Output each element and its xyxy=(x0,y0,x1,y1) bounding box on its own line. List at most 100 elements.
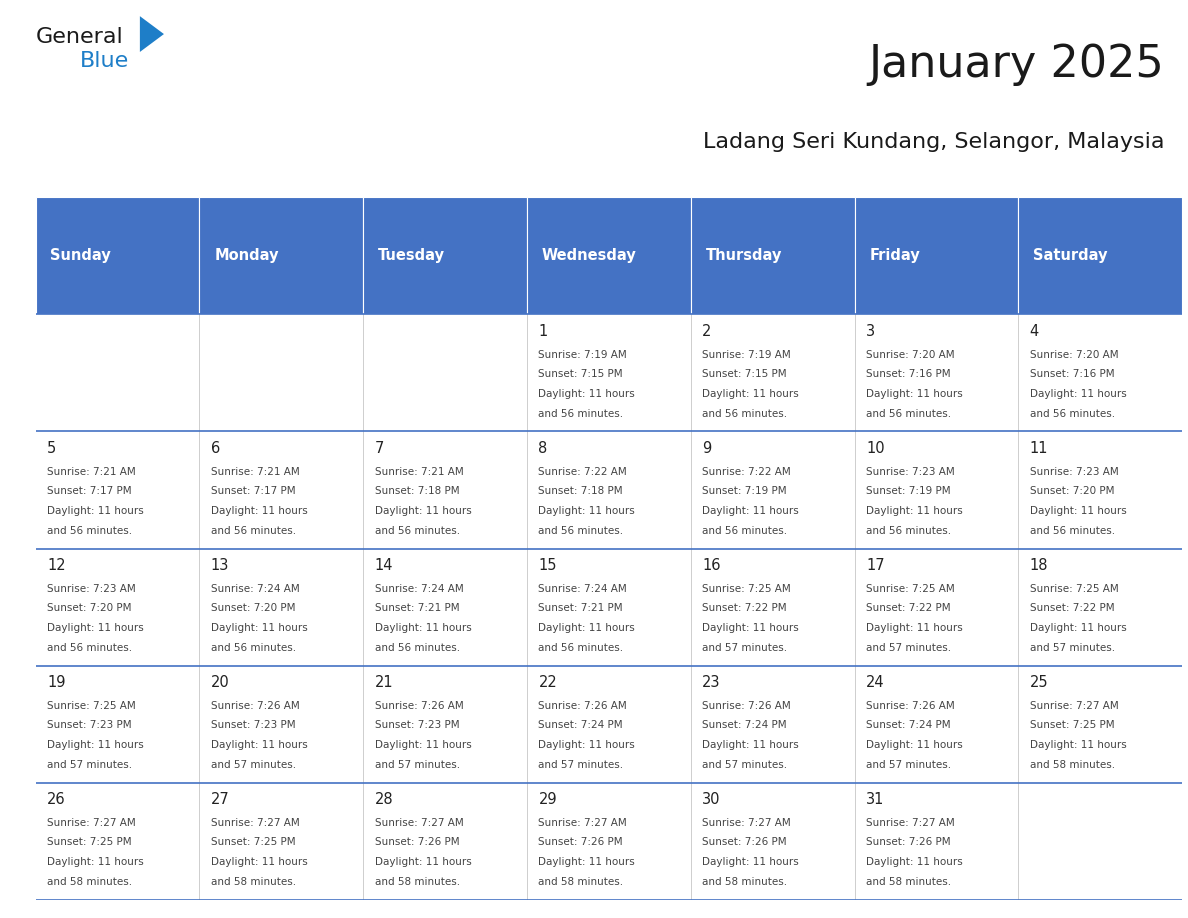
Text: 7: 7 xyxy=(374,441,384,456)
Text: Daylight: 11 hours: Daylight: 11 hours xyxy=(211,857,308,867)
Bar xyxy=(36,548,200,666)
Text: Sunset: 7:24 PM: Sunset: 7:24 PM xyxy=(866,721,950,731)
Text: and 58 minutes.: and 58 minutes. xyxy=(211,877,296,887)
Text: Sunset: 7:16 PM: Sunset: 7:16 PM xyxy=(866,369,950,379)
Text: 24: 24 xyxy=(866,675,885,690)
Text: 18: 18 xyxy=(1030,558,1048,573)
Text: Daylight: 11 hours: Daylight: 11 hours xyxy=(538,623,636,633)
Text: and 56 minutes.: and 56 minutes. xyxy=(538,643,624,653)
Text: 13: 13 xyxy=(211,558,229,573)
Bar xyxy=(36,782,200,900)
Text: Wednesday: Wednesday xyxy=(542,249,637,263)
Text: Sunset: 7:24 PM: Sunset: 7:24 PM xyxy=(702,721,786,731)
Text: 15: 15 xyxy=(538,558,557,573)
Text: Daylight: 11 hours: Daylight: 11 hours xyxy=(538,740,636,750)
Text: Daylight: 11 hours: Daylight: 11 hours xyxy=(866,389,962,398)
Text: Tuesday: Tuesday xyxy=(378,249,446,263)
Bar xyxy=(200,431,364,548)
Text: Sunrise: 7:26 AM: Sunrise: 7:26 AM xyxy=(702,700,791,711)
Text: and 56 minutes.: and 56 minutes. xyxy=(374,526,460,535)
Text: 11: 11 xyxy=(1030,441,1048,456)
Text: Sunset: 7:26 PM: Sunset: 7:26 PM xyxy=(374,837,460,847)
Text: Sunset: 7:26 PM: Sunset: 7:26 PM xyxy=(702,837,786,847)
Bar xyxy=(364,666,527,782)
Bar xyxy=(364,782,527,900)
Text: Sunset: 7:23 PM: Sunset: 7:23 PM xyxy=(211,721,296,731)
Bar xyxy=(854,782,1018,900)
Text: and 57 minutes.: and 57 minutes. xyxy=(866,643,952,653)
Text: Sunset: 7:20 PM: Sunset: 7:20 PM xyxy=(48,603,132,613)
Text: Sunrise: 7:21 AM: Sunrise: 7:21 AM xyxy=(211,466,299,476)
Text: Sunset: 7:15 PM: Sunset: 7:15 PM xyxy=(538,369,623,379)
Text: Sunrise: 7:27 AM: Sunrise: 7:27 AM xyxy=(374,818,463,828)
Text: and 57 minutes.: and 57 minutes. xyxy=(1030,643,1114,653)
Text: Daylight: 11 hours: Daylight: 11 hours xyxy=(1030,389,1126,398)
Text: Sunrise: 7:25 AM: Sunrise: 7:25 AM xyxy=(48,700,135,711)
Bar xyxy=(527,314,690,431)
Text: Sunset: 7:17 PM: Sunset: 7:17 PM xyxy=(48,487,132,497)
Bar xyxy=(200,666,364,782)
Text: Sunrise: 7:22 AM: Sunrise: 7:22 AM xyxy=(538,466,627,476)
Text: 29: 29 xyxy=(538,792,557,807)
Text: 30: 30 xyxy=(702,792,721,807)
Text: Daylight: 11 hours: Daylight: 11 hours xyxy=(211,740,308,750)
Text: Sunrise: 7:22 AM: Sunrise: 7:22 AM xyxy=(702,466,791,476)
Text: Daylight: 11 hours: Daylight: 11 hours xyxy=(1030,623,1126,633)
Bar xyxy=(36,431,200,548)
Text: and 57 minutes.: and 57 minutes. xyxy=(374,760,460,769)
Text: General: General xyxy=(36,28,124,47)
Bar xyxy=(364,314,527,431)
Text: Daylight: 11 hours: Daylight: 11 hours xyxy=(1030,506,1126,516)
Text: Sunset: 7:22 PM: Sunset: 7:22 PM xyxy=(702,603,786,613)
Text: 22: 22 xyxy=(538,675,557,690)
Text: Sunrise: 7:25 AM: Sunrise: 7:25 AM xyxy=(702,584,791,594)
Text: Sunset: 7:22 PM: Sunset: 7:22 PM xyxy=(866,603,950,613)
Text: and 57 minutes.: and 57 minutes. xyxy=(866,760,952,769)
Text: and 56 minutes.: and 56 minutes. xyxy=(1030,409,1114,419)
Bar xyxy=(854,666,1018,782)
Text: 5: 5 xyxy=(48,441,56,456)
Text: 14: 14 xyxy=(374,558,393,573)
Text: Sunrise: 7:19 AM: Sunrise: 7:19 AM xyxy=(702,350,791,360)
Text: 9: 9 xyxy=(702,441,712,456)
Text: Friday: Friday xyxy=(870,249,920,263)
Text: Sunset: 7:22 PM: Sunset: 7:22 PM xyxy=(1030,603,1114,613)
Bar xyxy=(854,197,1018,314)
Text: and 56 minutes.: and 56 minutes. xyxy=(866,409,952,419)
Text: Sunrise: 7:27 AM: Sunrise: 7:27 AM xyxy=(48,818,135,828)
Bar xyxy=(200,314,364,431)
Text: Sunset: 7:24 PM: Sunset: 7:24 PM xyxy=(538,721,623,731)
Text: Daylight: 11 hours: Daylight: 11 hours xyxy=(374,857,472,867)
Text: Daylight: 11 hours: Daylight: 11 hours xyxy=(538,506,636,516)
Bar xyxy=(1018,666,1182,782)
Text: 31: 31 xyxy=(866,792,884,807)
Text: and 58 minutes.: and 58 minutes. xyxy=(538,877,624,887)
Text: and 56 minutes.: and 56 minutes. xyxy=(211,643,296,653)
Text: Sunrise: 7:24 AM: Sunrise: 7:24 AM xyxy=(374,584,463,594)
Text: and 58 minutes.: and 58 minutes. xyxy=(374,877,460,887)
Text: Sunrise: 7:19 AM: Sunrise: 7:19 AM xyxy=(538,350,627,360)
Text: Sunrise: 7:26 AM: Sunrise: 7:26 AM xyxy=(374,700,463,711)
Text: and 56 minutes.: and 56 minutes. xyxy=(866,526,952,535)
Text: Daylight: 11 hours: Daylight: 11 hours xyxy=(702,740,800,750)
Polygon shape xyxy=(140,17,164,52)
Bar xyxy=(1018,431,1182,548)
Text: 10: 10 xyxy=(866,441,885,456)
Text: Sunset: 7:25 PM: Sunset: 7:25 PM xyxy=(1030,721,1114,731)
Text: 25: 25 xyxy=(1030,675,1048,690)
Text: Sunday: Sunday xyxy=(50,249,112,263)
Bar xyxy=(364,197,527,314)
Bar xyxy=(527,197,690,314)
Text: Sunrise: 7:23 AM: Sunrise: 7:23 AM xyxy=(1030,466,1118,476)
Text: Ladang Seri Kundang, Selangor, Malaysia: Ladang Seri Kundang, Selangor, Malaysia xyxy=(703,132,1164,152)
Bar xyxy=(527,666,690,782)
Text: Sunrise: 7:27 AM: Sunrise: 7:27 AM xyxy=(211,818,299,828)
Text: Sunset: 7:23 PM: Sunset: 7:23 PM xyxy=(374,721,460,731)
Text: 17: 17 xyxy=(866,558,885,573)
Text: Sunset: 7:26 PM: Sunset: 7:26 PM xyxy=(866,837,950,847)
Text: Daylight: 11 hours: Daylight: 11 hours xyxy=(48,857,144,867)
Text: Daylight: 11 hours: Daylight: 11 hours xyxy=(538,857,636,867)
Text: and 57 minutes.: and 57 minutes. xyxy=(538,760,624,769)
Text: Sunrise: 7:20 AM: Sunrise: 7:20 AM xyxy=(866,350,955,360)
Text: Daylight: 11 hours: Daylight: 11 hours xyxy=(48,506,144,516)
